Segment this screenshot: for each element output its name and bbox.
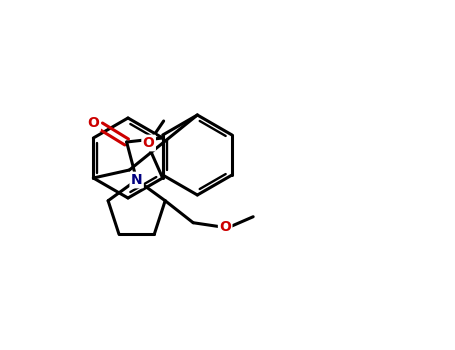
Text: O: O: [219, 220, 231, 234]
Text: O: O: [88, 116, 100, 130]
Text: N: N: [131, 173, 142, 187]
Text: O: O: [143, 136, 155, 150]
